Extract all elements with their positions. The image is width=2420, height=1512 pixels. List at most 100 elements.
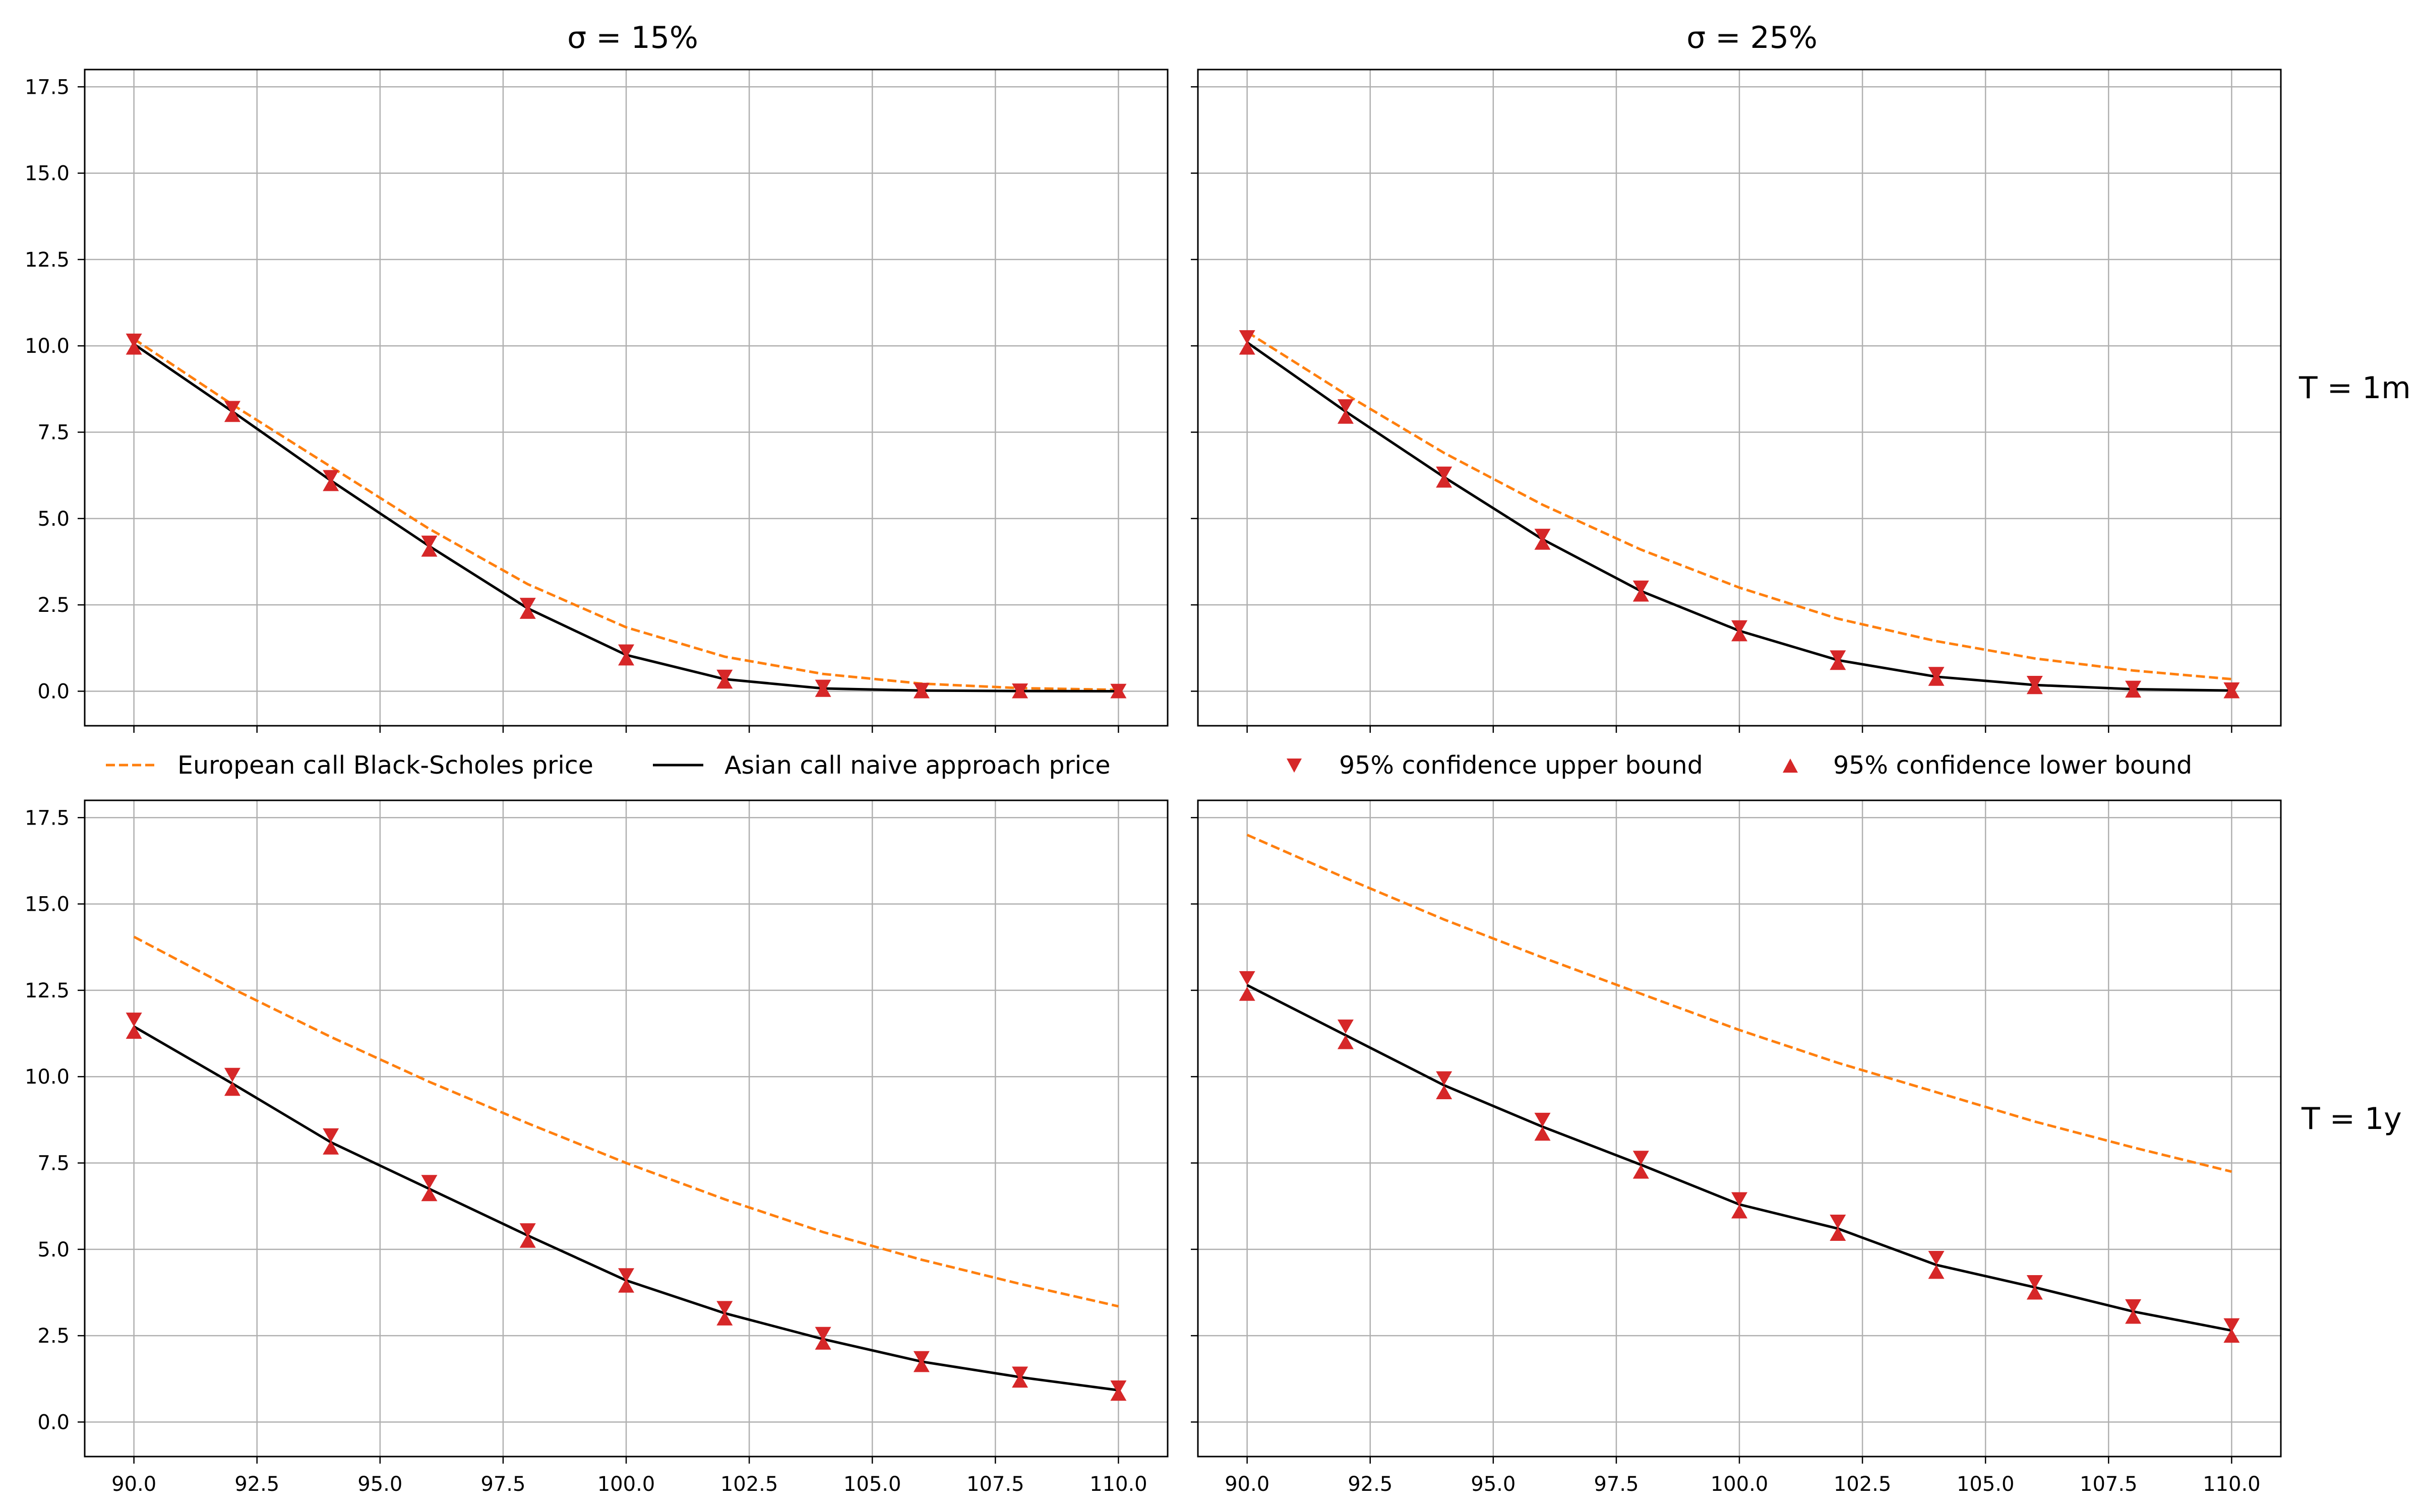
legend-european-label: European call Black-Scholes price [177,751,593,780]
upper-bound-marker [519,1223,536,1238]
x-tick-label: 105.0 [843,1473,901,1496]
upper-bound-marker [1534,1112,1551,1127]
y-tick-label: 0.0 [37,680,70,703]
panels: 0.0 2.5 5.0 7.5 10.0 12.5 15.0 17.5 0.0 2.5 5.0 7.5… [25,69,2282,1496]
panel-bottom-right: 90.0 92.5 95.0 97.5 100.0 102.5 105.0 107.5 110.… [1191,799,2282,1496]
lower-bound-marker [2026,1285,2043,1300]
lower-bound-marker [421,542,438,557]
lower-bound-marker [323,1140,339,1155]
panel-top-right [1191,69,2282,733]
upper-bound-marker [323,1128,339,1143]
axes-frame [1197,799,2282,1458]
x-tick-label: 100.0 [1711,1473,1769,1496]
lower-bound-marker [1110,684,1127,699]
x-tick-label: 107.5 [2080,1473,2138,1496]
panel-bottom-left: 0.0 2.5 5.0 7.5 10.0 12.5 15.0 17.5 90.0 92.5 95.0… [25,799,1169,1496]
lower-bound-marker [1012,1373,1028,1388]
lower-bound-marker [913,1358,930,1372]
x-tick-label: 100.0 [597,1473,655,1496]
lower-bound-marker [618,651,634,666]
legend-lower-marker [1783,759,1798,773]
lower-bound-marker [1731,1204,1747,1219]
lower-bound-marker [421,1187,438,1202]
lower-bound-marker [224,1082,240,1096]
series-european-line [1246,834,2232,1173]
x-tick-label: 97.5 [1594,1473,1639,1496]
lower-bound-marker [323,477,339,491]
axes-frame [84,69,1169,727]
y-tick-label: 12.5 [25,248,70,272]
lower-bound-marker [1436,1085,1453,1100]
upper-bound-marker [716,1301,733,1315]
lower-bound-marker [224,408,240,422]
y-tick-label: 17.5 [25,76,70,99]
y-tick-label: 15.0 [25,893,70,916]
lower-bound-marker [126,1025,142,1039]
panel-top-left: 0.0 2.5 5.0 7.5 10.0 12.5 15.0 17.5 [25,69,1169,733]
upper-bound-marker [1337,399,1354,414]
lower-bound-marker [1534,1126,1551,1141]
series-european-line [133,935,1119,1308]
row-title-1y: T = 1y [2301,1101,2402,1137]
x-tick-label: 102.5 [720,1473,778,1496]
lower-bound-marker [126,340,142,355]
upper-bound-marker [618,1268,634,1283]
upper-bound-marker [815,1327,831,1341]
axes-frame [1197,69,2282,727]
lower-bound-marker [1632,587,1649,602]
y-tick-label: 10.0 [25,1065,70,1089]
legend-asian-label: Asian call naive approach price [724,751,1110,780]
series-european-line [1246,331,2232,680]
x-tick-label: 92.5 [234,1473,279,1496]
upper-bound-marker [1337,1019,1354,1034]
lower-bound-marker [2026,680,2043,695]
x-tick-label: 90.0 [111,1473,156,1496]
x-tick-label: 102.5 [1834,1473,1892,1496]
lower-bound-marker [519,1233,536,1248]
upper-bound-marker [2223,1318,2240,1333]
lower-bound-marker [1928,1265,1945,1279]
y-tick-label: 7.5 [37,421,70,445]
y-tick-label: 12.5 [25,979,70,1002]
lower-bound-marker [618,1278,634,1293]
upper-bound-marker [421,1175,438,1189]
x-tick-label: 92.5 [1348,1473,1393,1496]
upper-bound-marker [1830,1215,1846,1229]
lower-bound-marker [1337,409,1354,424]
upper-bound-marker [126,1013,142,1027]
upper-bound-marker [1928,1250,1945,1265]
row-title-1m: T = 1m [2298,370,2411,406]
lower-bound-marker [1110,1387,1127,1401]
lower-bound-marker [2223,1329,2240,1343]
x-tick-label: 110.0 [1090,1473,1147,1496]
lower-bound-marker [1830,656,1846,670]
legend-upper-label: 95% confidence upper bound [1339,751,1703,780]
column-title-sigma-25: σ = 25% [1686,20,1818,55]
lower-bound-marker [2223,684,2240,699]
upper-bound-marker [2125,1299,2142,1313]
y-tick-label: 17.5 [25,806,70,830]
x-tick-label: 95.0 [357,1473,402,1496]
y-tick-label: 15.0 [25,162,70,185]
x-tick-label: 90.0 [1225,1473,1269,1496]
y-tick-label: 5.0 [37,508,70,531]
upper-bound-marker [1239,971,1255,985]
lower-bound-marker [1012,684,1028,699]
x-tick-label: 97.5 [480,1473,525,1496]
upper-bound-marker [224,1067,240,1082]
lower-bound-marker [519,604,536,619]
y-tick-label: 7.5 [37,1152,70,1175]
lower-bound-marker [1239,340,1255,355]
lower-bound-marker [1534,535,1551,550]
lower-bound-marker [1632,1164,1649,1179]
upper-bound-marker [1239,330,1255,345]
x-tick-label: 110.0 [2203,1473,2261,1496]
y-tick-label: 5.0 [37,1238,70,1262]
upper-bound-marker [1436,1071,1453,1086]
lower-bound-marker [716,1311,733,1326]
lower-bound-marker [1337,1035,1354,1049]
lower-bound-marker [815,682,831,697]
axes-frame [84,799,1169,1458]
upper-bound-marker [2026,1275,2043,1289]
